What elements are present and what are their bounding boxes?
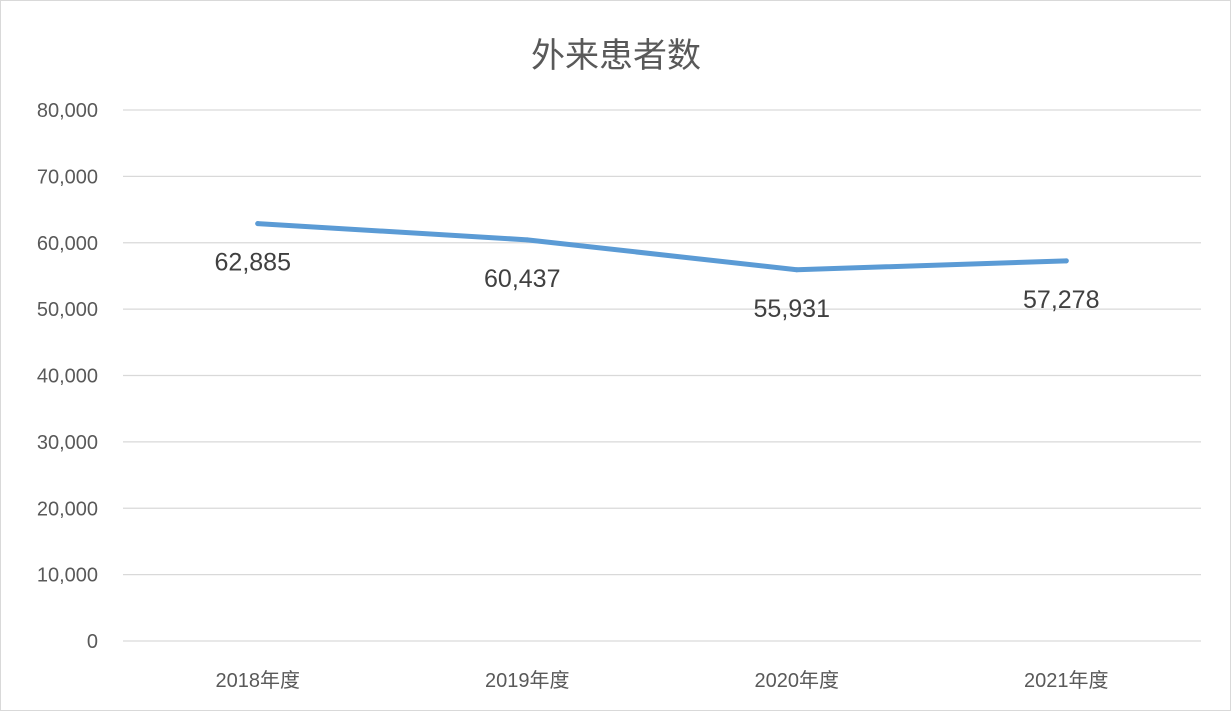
y-tick-label: 80,000 [37,100,98,122]
data-label: 55,931 [754,295,830,323]
data-labels: 62,885 60,437 55,931 57,278 [215,249,1100,323]
y-tick-label: 70,000 [37,166,98,188]
data-label: 57,278 [1023,286,1099,314]
y-tick-label: 40,000 [37,366,98,388]
x-axis-ticks: 2018年度 2019年度 2020年度 2021年度 [216,669,1109,692]
series-line [255,221,1069,273]
y-tick-label: 30,000 [37,432,98,454]
chart-title: 外来患者数 [531,36,701,76]
data-label: 62,885 [215,249,291,277]
gridlines [123,109,1201,642]
x-tick-label: 2021年度 [1024,669,1109,692]
x-tick-label: 2020年度 [755,669,840,692]
data-point [1063,258,1069,264]
data-point [524,237,530,243]
data-point [794,267,800,273]
y-tick-label: 0 [87,631,98,653]
y-tick-label: 10,000 [37,565,98,587]
x-tick-label: 2019年度 [485,669,570,692]
x-tick-label: 2018年度 [216,669,301,692]
series-layer [255,221,1069,273]
y-tick-label: 60,000 [37,233,98,255]
y-tick-label: 20,000 [37,498,98,520]
data-label: 60,437 [484,265,560,293]
data-point [255,221,261,227]
y-tick-label: 50,000 [37,299,98,321]
y-axis-ticks: 0 10,000 20,000 30,000 40,000 50,000 60,000 70,… [37,100,98,653]
